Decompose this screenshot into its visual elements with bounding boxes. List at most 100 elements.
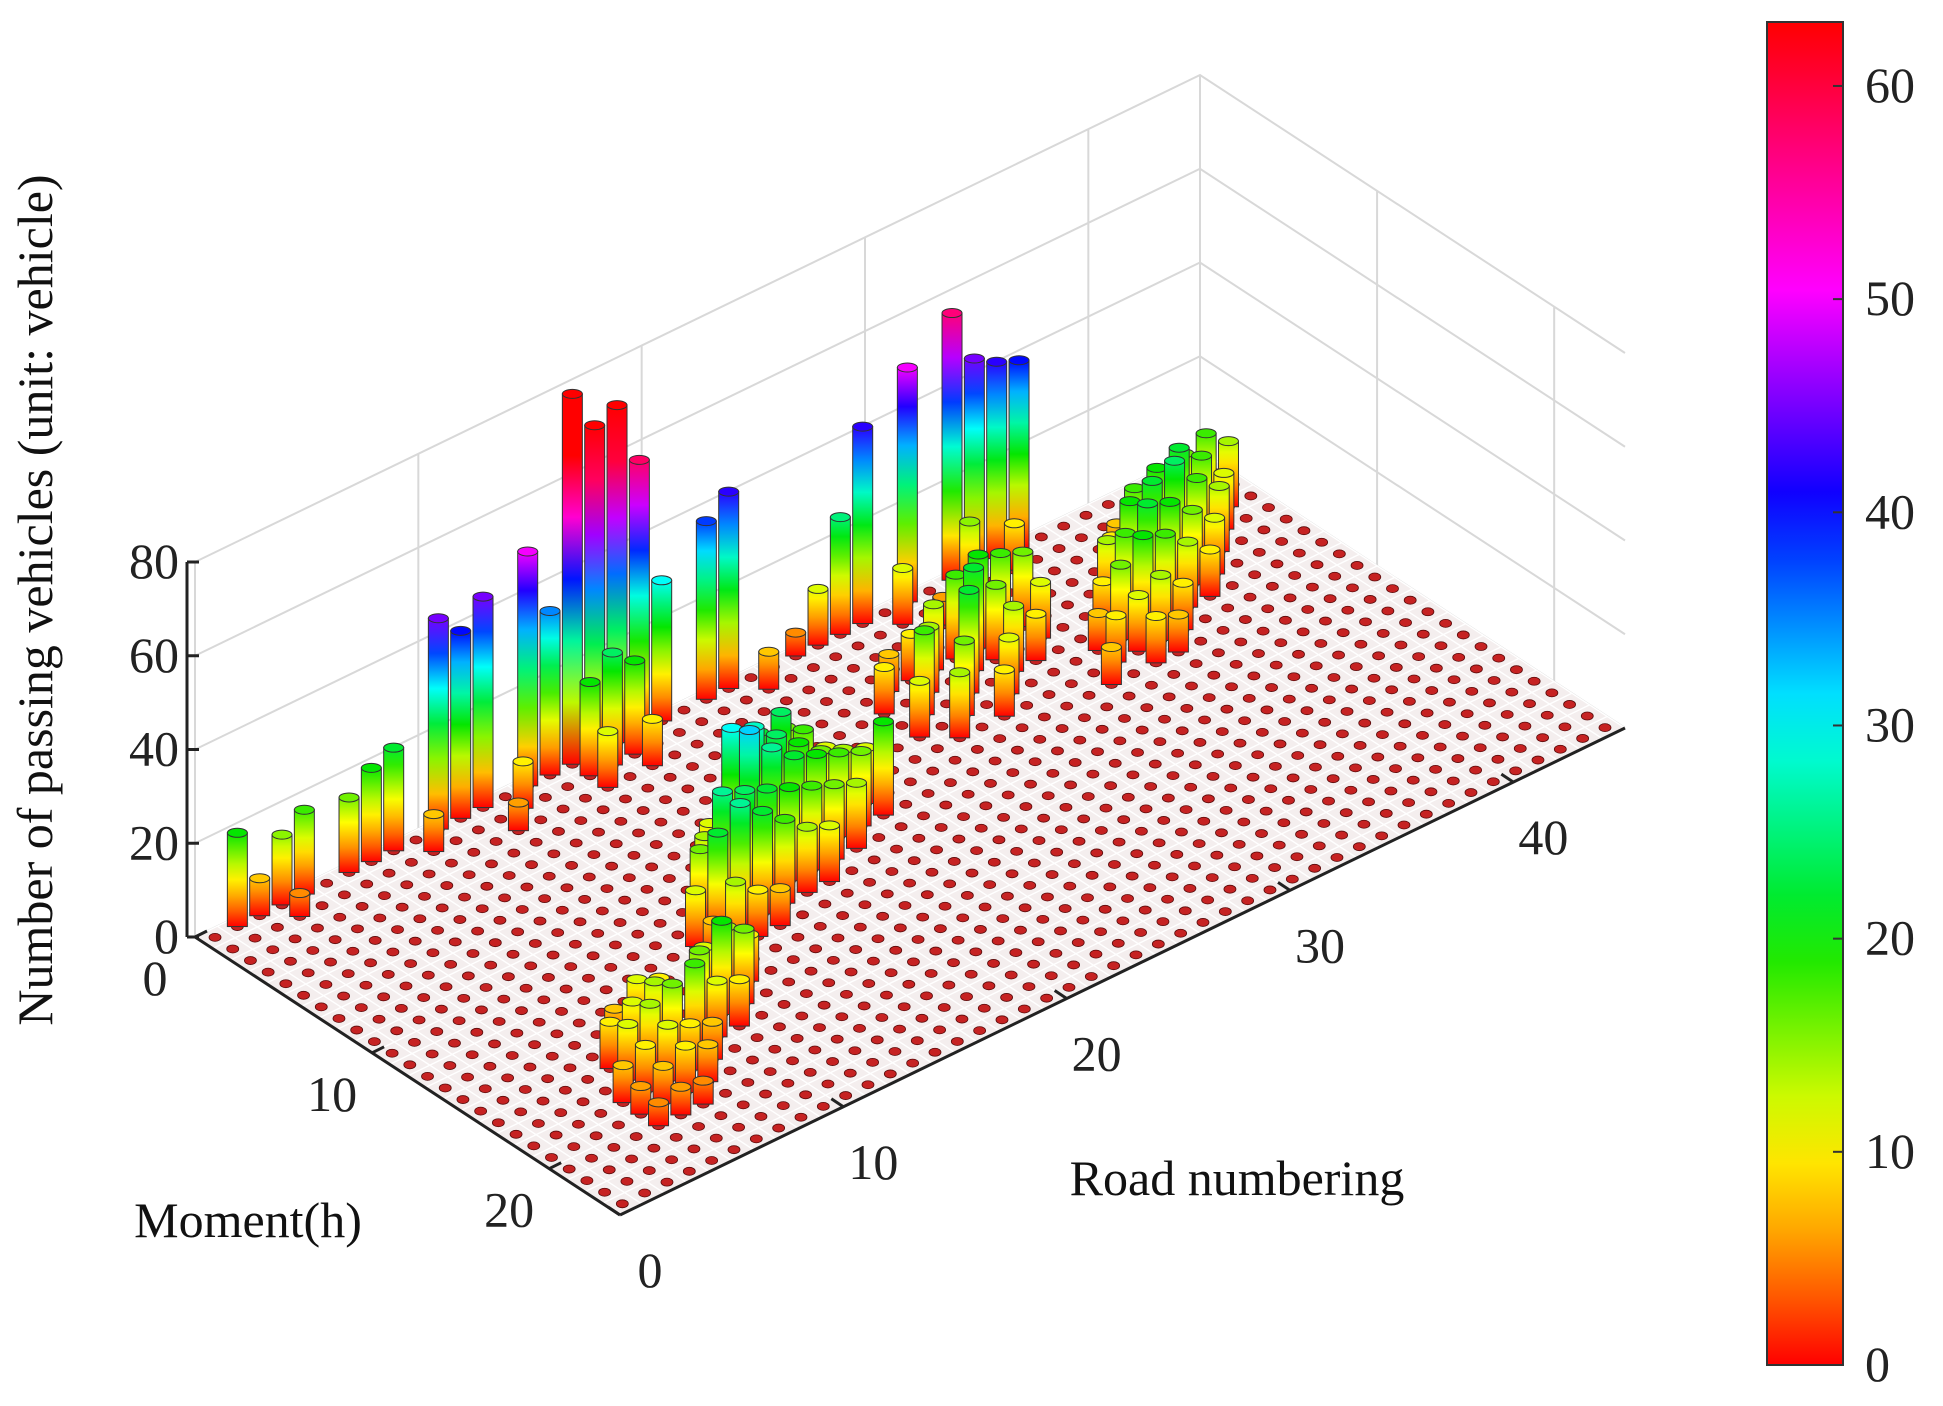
floor-dot — [1072, 836, 1086, 846]
floor-dot — [533, 916, 547, 926]
bar-top — [1025, 608, 1047, 619]
bar-top — [1100, 641, 1122, 652]
bar-body — [360, 767, 382, 863]
bar-top — [634, 1039, 656, 1050]
floor-dot — [1047, 667, 1061, 677]
bar-top — [1097, 535, 1119, 546]
floor-dot — [1330, 853, 1344, 862]
floor-dot — [337, 991, 351, 1001]
floor-dot — [1197, 816, 1211, 826]
bar-top — [692, 1075, 714, 1086]
floor-dot — [667, 851, 681, 861]
floor-dot — [1237, 817, 1251, 827]
floor-dot — [853, 922, 867, 932]
floor-dot — [1223, 884, 1237, 894]
bar-top — [728, 974, 750, 985]
bar-top — [986, 356, 1008, 367]
floor-dot — [1054, 926, 1067, 936]
bar-top — [1154, 528, 1176, 539]
floor-dot — [1131, 748, 1144, 757]
bar — [507, 797, 529, 832]
x-tick-label: 10 — [848, 1134, 898, 1190]
floor-dot — [681, 784, 695, 794]
floor-dot — [1283, 593, 1297, 603]
floor-dot — [942, 980, 956, 990]
floor-dot — [563, 1063, 577, 1073]
floor-dot — [359, 980, 373, 990]
bar-top — [1164, 455, 1186, 466]
floor-dot — [978, 902, 992, 912]
bar-top — [752, 805, 774, 816]
floor-dot — [1077, 814, 1091, 824]
floor-dot — [705, 1156, 719, 1165]
floor-dot — [987, 959, 1000, 968]
floor-dot — [1416, 730, 1429, 740]
floor-dot — [672, 728, 686, 737]
floor-dot — [488, 1039, 501, 1049]
floor-dot — [1009, 948, 1023, 958]
bar-body — [579, 681, 601, 777]
floor-dot — [776, 1101, 790, 1111]
floor-dot — [772, 1123, 786, 1133]
floor-dot — [813, 1023, 826, 1032]
bar-body — [769, 887, 791, 927]
floor-dot — [1248, 570, 1262, 580]
floor-dot — [408, 1037, 421, 1047]
floor-dot — [550, 1029, 564, 1039]
floor-dot — [723, 1066, 737, 1076]
bar-body — [718, 491, 740, 689]
floor-dot — [845, 866, 859, 876]
floor-dot — [1022, 982, 1036, 991]
floor-dot — [1060, 701, 1074, 711]
floor-dot — [1020, 700, 1034, 710]
floor-dot — [1238, 615, 1252, 624]
floor-dot — [1464, 788, 1478, 797]
x-tick-label: 40 — [1518, 809, 1568, 865]
bar-top — [829, 512, 851, 523]
floor-dot — [1327, 673, 1341, 682]
floor-dot — [457, 993, 471, 1003]
floor-dot — [528, 939, 542, 948]
bar-top — [697, 1039, 719, 1050]
bar-top — [1137, 498, 1159, 509]
bar-top — [624, 655, 646, 666]
floor-dot — [912, 833, 926, 843]
z-tick-label: 60 — [129, 627, 179, 683]
floor-dot — [1027, 959, 1040, 969]
floor-dot — [1291, 751, 1305, 760]
bar — [289, 888, 311, 917]
floor-dot — [1393, 741, 1407, 751]
floor-dot — [551, 928, 565, 938]
floor-dot — [523, 1062, 537, 1072]
floor-dot — [1425, 686, 1439, 695]
x-tick — [1277, 881, 1291, 892]
floor-dot — [417, 993, 431, 1002]
floor-dot — [809, 944, 823, 954]
floor-dot — [409, 835, 423, 845]
floor-dot — [1368, 572, 1382, 582]
floor-dot — [1108, 860, 1121, 869]
floor-dot — [1452, 652, 1466, 662]
floor-dot — [261, 967, 275, 977]
bar-top — [293, 804, 315, 815]
bar — [807, 583, 829, 646]
x-tick — [1500, 772, 1515, 784]
floor-dot — [562, 1164, 576, 1174]
floor-dot — [580, 1176, 594, 1186]
floor-dot — [1474, 642, 1488, 651]
floor-dot — [1079, 510, 1093, 520]
floor-grid-line — [548, 681, 1555, 1170]
floor-dot — [1282, 795, 1295, 805]
floor-dot — [1376, 629, 1390, 638]
bar — [383, 742, 405, 852]
bar-top — [1195, 428, 1217, 439]
floor-dot — [1354, 639, 1368, 649]
colorbar-tick-label: 50 — [1865, 270, 1915, 326]
bar-body — [872, 720, 894, 816]
floor-dot — [1580, 711, 1594, 721]
floor-dot — [1402, 798, 1416, 808]
floor-dot — [1279, 615, 1292, 625]
floor-dot — [1098, 904, 1112, 914]
bar-top — [1146, 462, 1168, 473]
floor-dot — [820, 697, 833, 706]
